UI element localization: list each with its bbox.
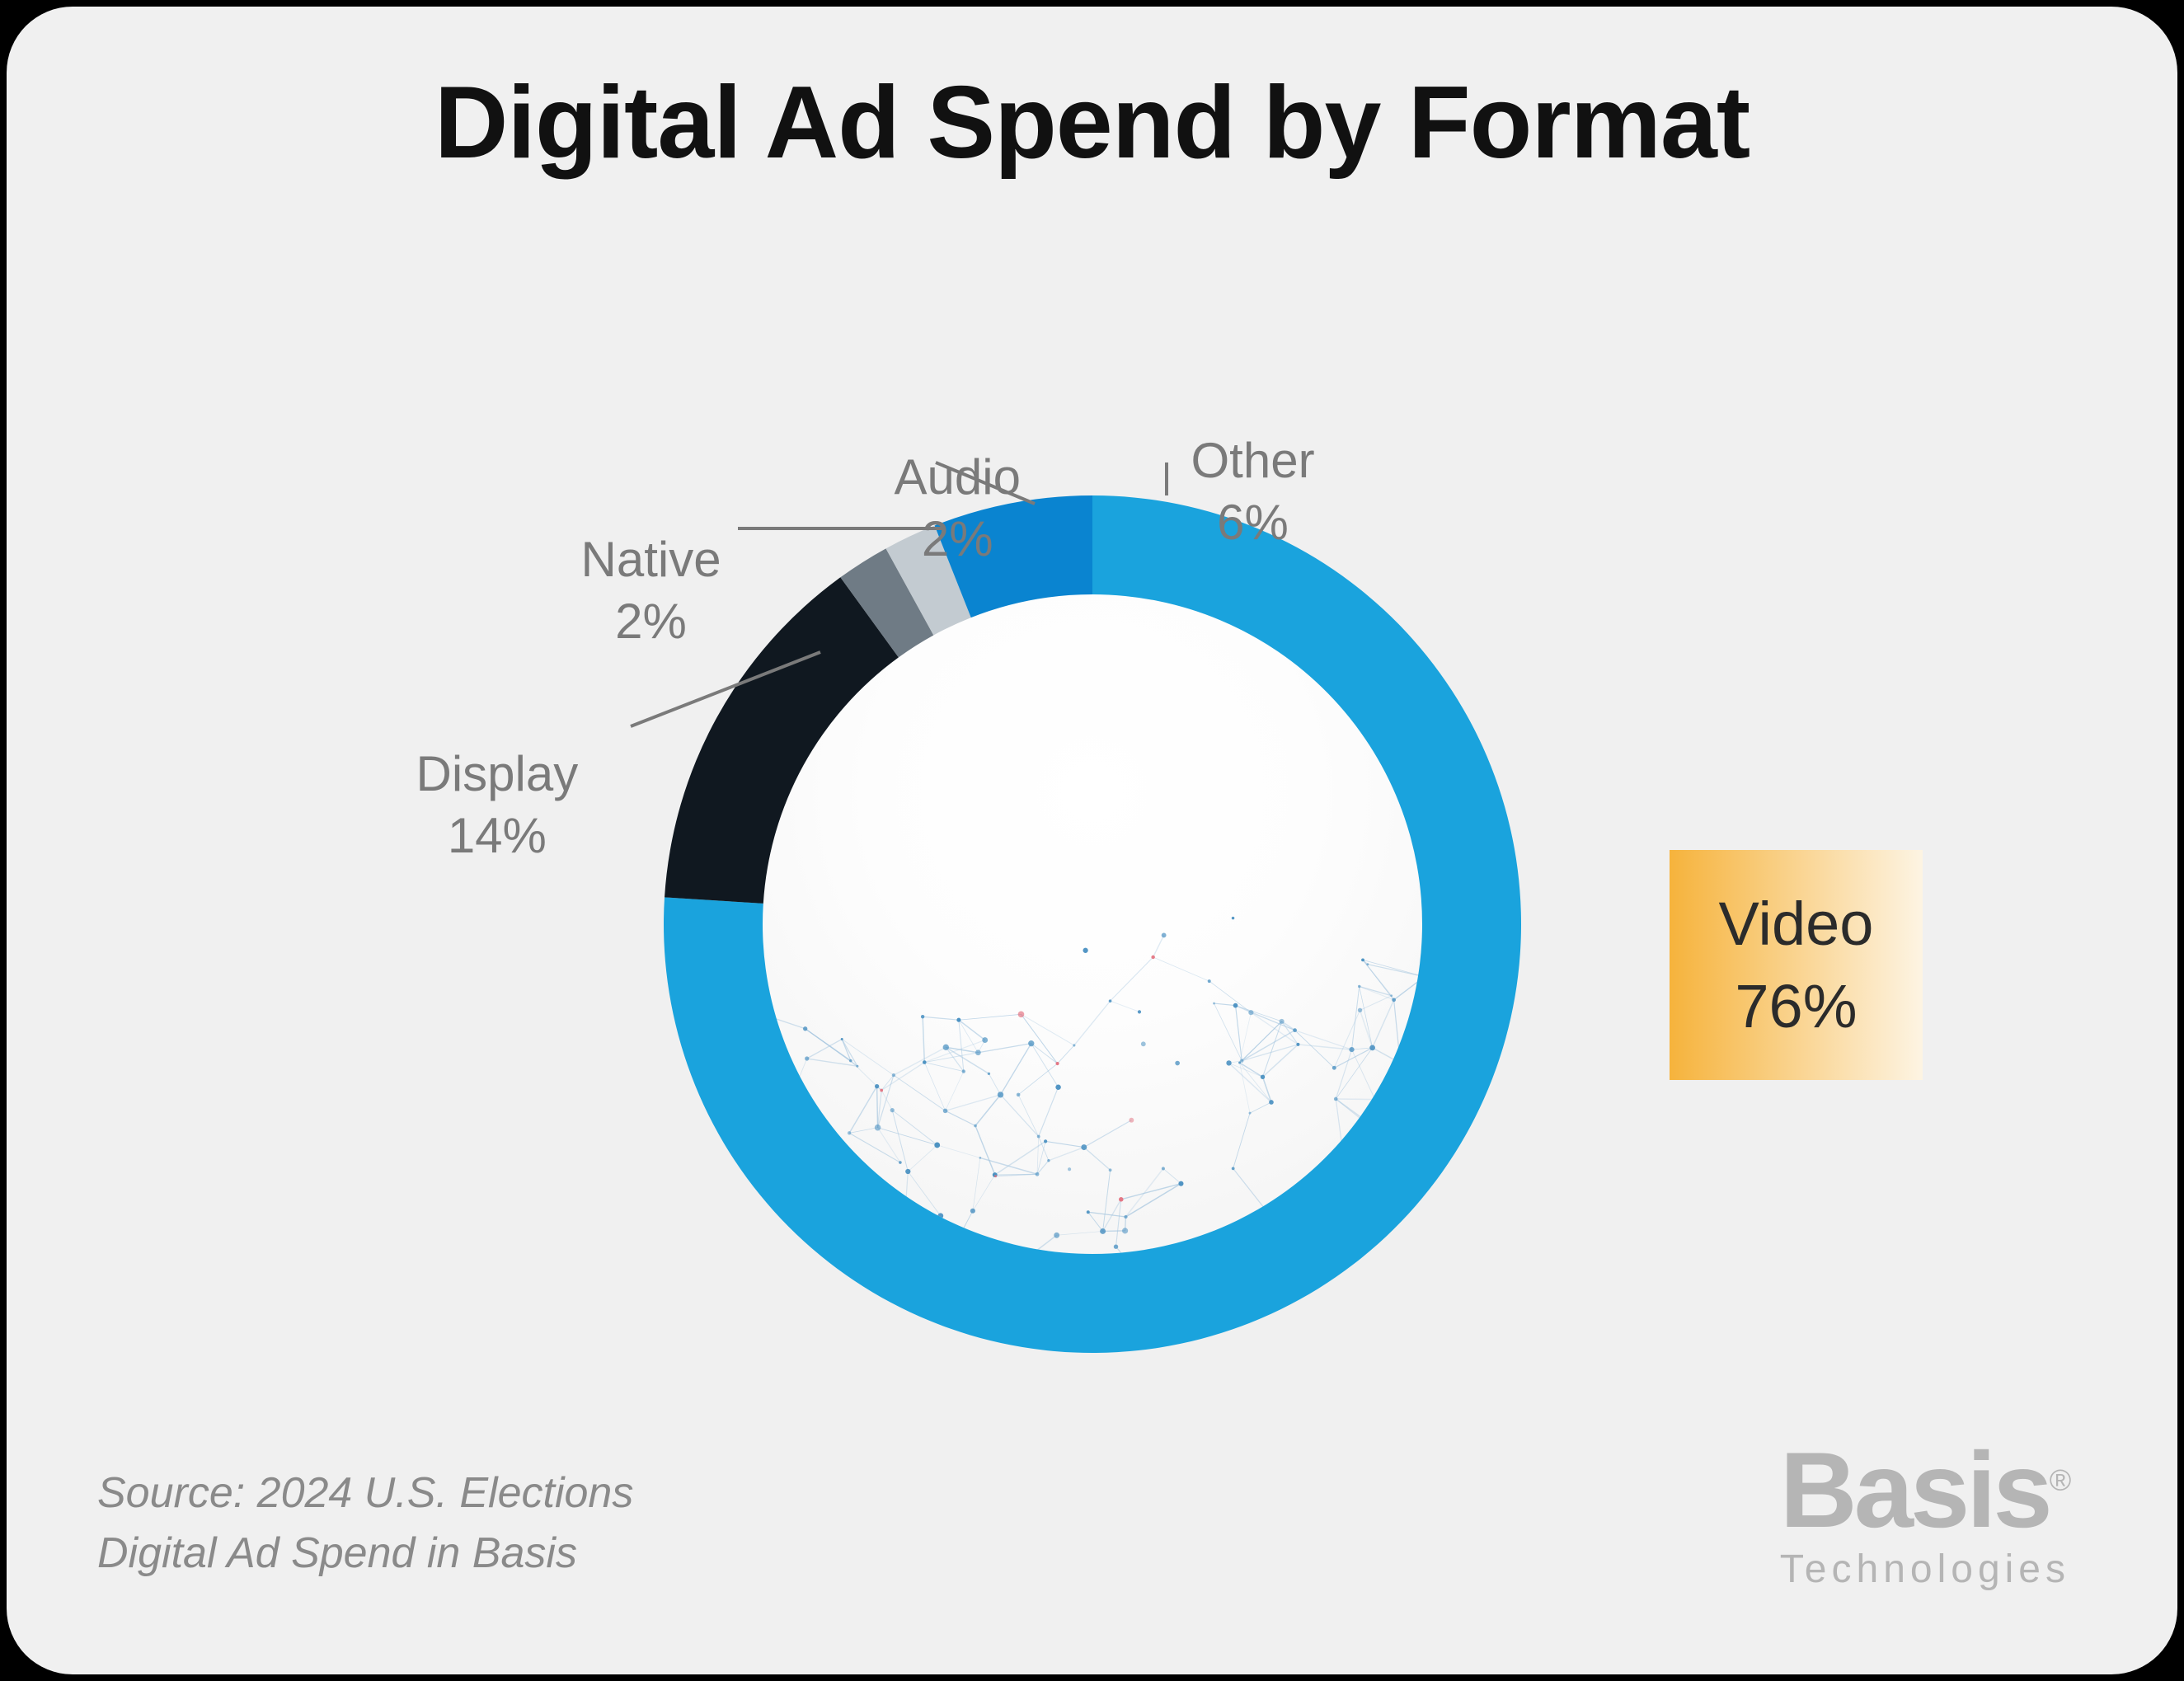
source-citation: Source: 2024 U.S. Elections Digital Ad S… — [97, 1463, 633, 1584]
donut-chart: Video76%Display14%Native2%Audio2%Other6% — [350, 265, 1834, 1584]
chart-card: Digital Ad Spend by Format Video76% Displ… — [7, 7, 2177, 1674]
logo-wordmark: Basis® — [1780, 1436, 2070, 1543]
chart-title: Digital Ad Spend by Format — [7, 64, 2177, 181]
source-line-2: Digital Ad Spend in Basis — [97, 1529, 577, 1577]
source-line-1: Source: 2024 U.S. Elections — [97, 1469, 633, 1517]
label-audio: Audio2% — [895, 446, 1021, 570]
donut-svg — [350, 265, 1834, 1584]
label-video: Video76% — [1670, 850, 1923, 1081]
basis-logo: Basis® Technologies — [1780, 1436, 2070, 1592]
label-other: Other6% — [1191, 430, 1315, 553]
label-native: Native2% — [581, 528, 721, 652]
logo-subtext: Technologies — [1780, 1547, 2070, 1592]
label-display: Display14% — [416, 743, 579, 866]
